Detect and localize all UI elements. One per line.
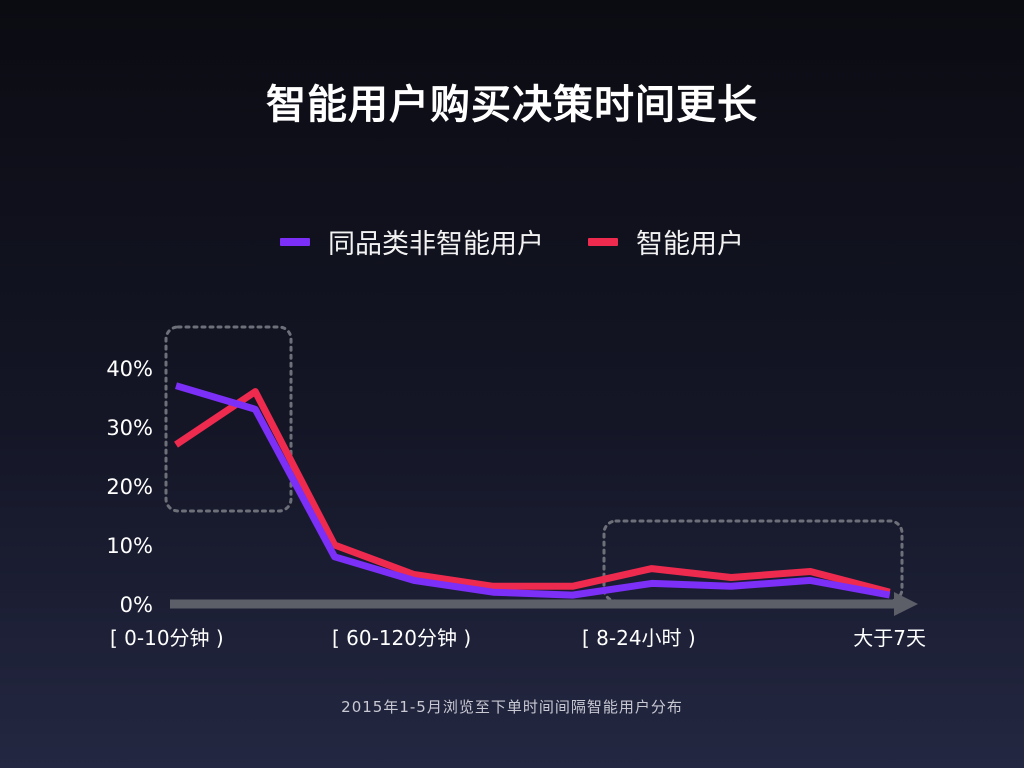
legend-item-non-smart: 同品类非智能用户	[280, 222, 544, 261]
y-tick-label: 40%	[106, 357, 153, 381]
y-tick-label: 20%	[106, 475, 153, 499]
legend-swatch-non-smart	[280, 237, 310, 246]
chart-caption: 2015年1-5月浏览至下单时间间隔智能用户分布	[341, 698, 683, 716]
x-tick-label: [ 0-10分钟 )	[110, 626, 224, 650]
x-axis-arrow-icon	[894, 592, 918, 616]
series-line-non-smart	[175, 382, 891, 599]
x-tick-label: [ 8-24小时 )	[582, 626, 696, 650]
series-line-smart	[174, 388, 891, 596]
x-tick-label: [ 60-120分钟 )	[332, 626, 471, 650]
legend: 同品类非智能用户 智能用户	[0, 222, 1024, 261]
x-tick-label: 大于7天	[853, 626, 926, 650]
legend-label-smart: 智能用户	[636, 229, 744, 260]
legend-swatch-smart	[588, 237, 618, 246]
chart-title: 智能用户购买决策时间更长	[266, 82, 758, 128]
highlight-box-early	[164, 325, 293, 513]
y-tick-label: 10%	[106, 534, 153, 558]
legend-item-smart: 智能用户	[588, 222, 744, 261]
legend-label-non-smart: 同品类非智能用户	[328, 229, 544, 260]
y-tick-label: 0%	[120, 593, 153, 617]
y-tick-label: 30%	[106, 416, 153, 440]
